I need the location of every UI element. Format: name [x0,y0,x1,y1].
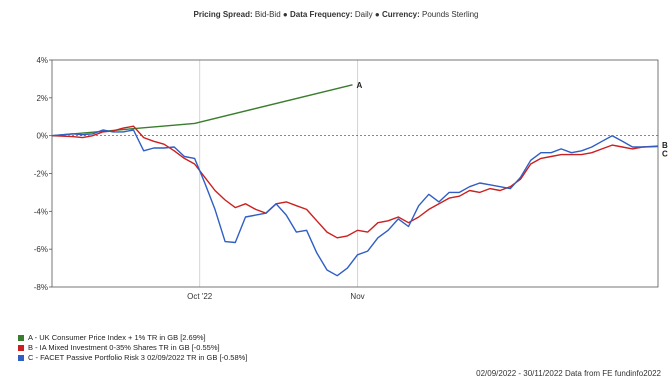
x-tick-label: Oct '22 [187,292,213,301]
series-line-b [51,125,659,239]
series-end-label-b: B [662,141,668,150]
y-tick-label: 4% [36,56,48,65]
y-tick-label: 2% [36,94,48,103]
legend-entry: A - UK Consumer Price Index + 1% TR in G… [18,333,247,343]
data-frequency-value: Daily [354,10,373,19]
y-tick-label: -4% [34,207,48,216]
y-tick-label: -6% [34,245,48,254]
currency-value: Pounds Sterling [422,10,479,19]
label-layer: A BC [356,81,668,159]
series-end-label-c: C [662,150,668,159]
legend-label: B - IA Mixed Investment 0-35% Shares TR … [28,343,220,352]
legend-entry: B - IA Mixed Investment 0-35% Shares TR … [18,343,247,353]
separator-dot: ● [282,10,288,19]
legend-swatch [18,335,24,341]
series-line-a [51,84,353,137]
chart-subtitle: Pricing Spread: Bid-Bid ● Data Frequency… [0,10,672,19]
series-layer [51,84,659,277]
legend-label: C - FACET Passive Portfolio Risk 3 02/09… [28,353,248,362]
separator-dot: ● [374,10,380,19]
x-tick-label: Nov [350,292,364,301]
legend-swatch [18,355,24,361]
y-tick-label: -2% [34,170,48,179]
data-frequency-key: Data Frequency: [289,10,353,19]
legend-swatch [18,345,24,351]
grid-layer [52,60,658,287]
legend-label: A - UK Consumer Price Index + 1% TR in G… [28,333,206,342]
pricing-spread-value: Bid-Bid [254,10,281,19]
series-line-c [51,129,659,277]
axis-layer: Oct '22 Nov 4% 2% 0% -2% -4% -6% -8% [34,56,659,301]
legend-entry: C - FACET Passive Portfolio Risk 3 02/09… [18,353,247,363]
date-range-footer: 02/09/2022 - 30/11/2022 Data from FE fun… [476,369,661,378]
series-end-label-a: A [356,81,362,90]
plot-frame [51,59,659,288]
y-tick-label: -8% [34,283,48,292]
pricing-spread-key: Pricing Spread: [193,10,253,19]
y-tick-label: 0% [36,132,48,141]
chart-legend: A - UK Consumer Price Index + 1% TR in G… [18,333,247,363]
currency-key: Currency: [381,10,420,19]
